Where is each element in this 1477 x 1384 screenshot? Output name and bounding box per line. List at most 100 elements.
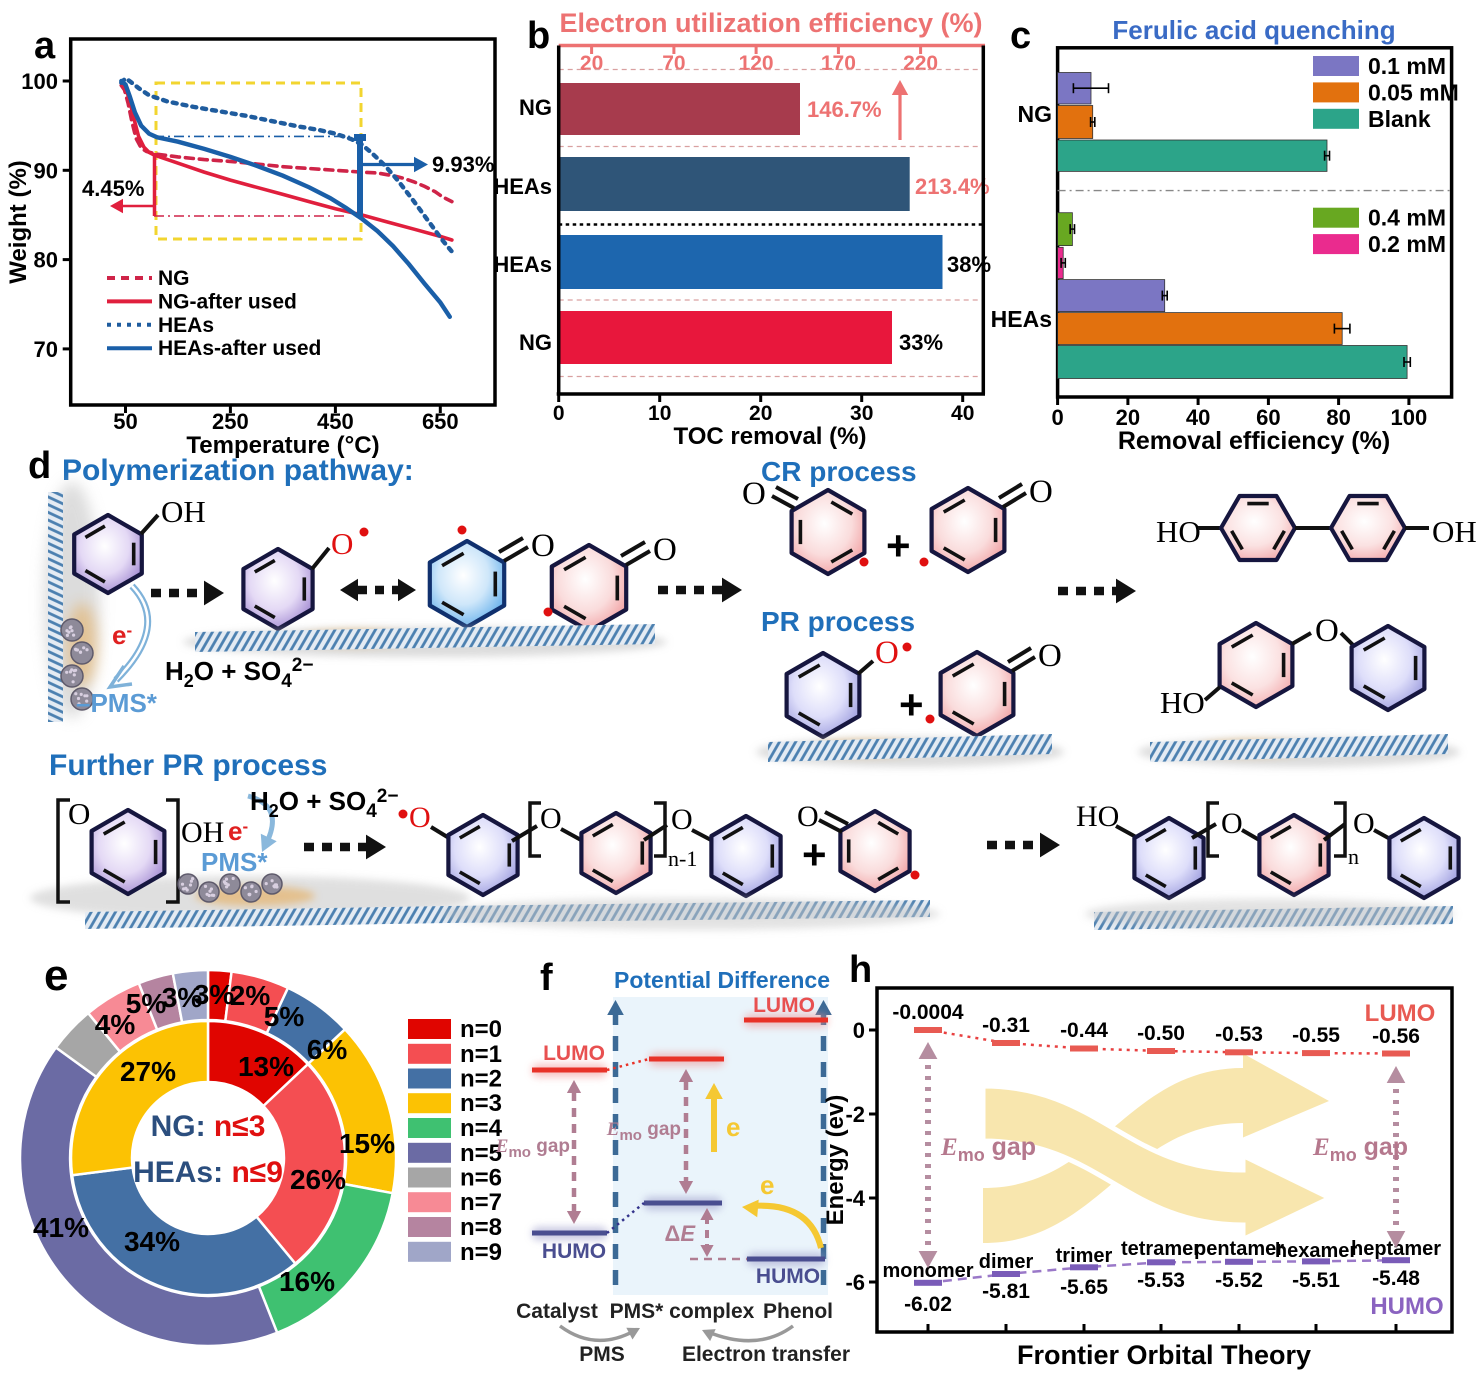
svg-text:-6.02: -6.02: [904, 1293, 952, 1316]
svg-text:n=2: n=2: [460, 1066, 502, 1093]
svg-text:b: b: [527, 15, 550, 57]
svg-text:trimer: trimer: [1056, 1245, 1113, 1267]
svg-text:-0.55: -0.55: [1292, 1024, 1340, 1047]
svg-text:Temperature (°C): Temperature (°C): [186, 432, 379, 459]
svg-text:213.4%: 213.4%: [915, 174, 990, 199]
svg-text:n-1: n-1: [668, 846, 697, 871]
svg-text:HO: HO: [1160, 685, 1205, 720]
svg-text:0: 0: [1051, 405, 1063, 430]
svg-text:90: 90: [34, 158, 58, 183]
svg-text:0.05 mM: 0.05 mM: [1368, 79, 1459, 105]
svg-text:Removal efficiency (%): Removal efficiency (%): [1118, 427, 1390, 455]
svg-text:70: 70: [34, 337, 58, 362]
svg-text:0.4 mM: 0.4 mM: [1368, 205, 1446, 231]
svg-text:+: +: [802, 831, 827, 878]
svg-text:220: 220: [903, 52, 938, 75]
svg-text:-0.53: -0.53: [1215, 1023, 1263, 1046]
svg-text:0: 0: [553, 402, 565, 425]
svg-text:50: 50: [113, 409, 137, 434]
svg-text:40: 40: [951, 402, 974, 425]
svg-text:-5.81: -5.81: [982, 1280, 1030, 1303]
svg-text:HEAs: HEAs: [493, 252, 552, 277]
svg-text:Further PR process: Further PR process: [49, 749, 327, 782]
svg-text:Polymerization pathway:: Polymerization pathway:: [62, 454, 414, 487]
svg-text:O: O: [1038, 638, 1062, 674]
svg-text:n=8: n=8: [460, 1214, 502, 1241]
svg-text:-5.52: -5.52: [1215, 1269, 1263, 1292]
svg-text:41%: 41%: [33, 1212, 89, 1243]
svg-text:Emo gap: Emo gap: [1312, 1133, 1408, 1165]
svg-text:CR process: CR process: [761, 456, 917, 487]
svg-text:d: d: [28, 445, 51, 487]
svg-text:Emo gap: Emo gap: [940, 1133, 1036, 1165]
svg-text:Ferulic acid quenching: Ferulic acid quenching: [1112, 15, 1395, 45]
svg-text:Emo gap: Emo gap: [606, 1119, 681, 1144]
svg-text:-5.51: -5.51: [1292, 1269, 1340, 1292]
svg-text:n=1: n=1: [460, 1041, 502, 1068]
svg-text:NG: NG: [519, 330, 552, 355]
svg-text:Energy (ev): Energy (ev): [822, 1095, 849, 1226]
svg-text:O: O: [1315, 613, 1339, 649]
svg-text:n=6: n=6: [460, 1165, 502, 1192]
svg-text:450: 450: [317, 409, 354, 434]
svg-text:34%: 34%: [124, 1226, 180, 1257]
svg-text:-0.31: -0.31: [982, 1014, 1030, 1037]
svg-text:26%: 26%: [290, 1164, 346, 1195]
svg-text:80: 80: [1326, 405, 1350, 430]
svg-text:HUMO: HUMO: [756, 1265, 820, 1288]
svg-text:16%: 16%: [279, 1266, 335, 1297]
svg-text:heptamer: heptamer: [1351, 1238, 1441, 1260]
svg-text:2%: 2%: [230, 980, 271, 1011]
svg-text:O: O: [540, 802, 562, 835]
svg-text:HEAs: HEAs: [158, 314, 214, 337]
svg-text:Electron transfer: Electron transfer: [682, 1343, 850, 1366]
svg-text:146.7%: 146.7%: [807, 97, 882, 122]
svg-text:Potential Difference: Potential Difference: [614, 967, 830, 993]
svg-text:-0.0004: -0.0004: [892, 1001, 964, 1024]
svg-text:650: 650: [422, 409, 459, 434]
svg-text:15%: 15%: [339, 1128, 395, 1159]
svg-text:n=4: n=4: [460, 1115, 503, 1142]
svg-text:HO: HO: [1156, 514, 1201, 549]
svg-text:33%: 33%: [899, 330, 943, 355]
svg-text:-6: -6: [845, 1270, 865, 1295]
svg-text:0.1 mM: 0.1 mM: [1368, 53, 1446, 79]
svg-text:+: +: [899, 681, 924, 728]
svg-text:n=7: n=7: [460, 1189, 502, 1216]
svg-text:NG: NG: [158, 267, 190, 290]
svg-text:O: O: [531, 528, 555, 564]
svg-text:-2: -2: [845, 1102, 865, 1127]
svg-text:n: n: [1348, 844, 1359, 869]
svg-text:60: 60: [1256, 405, 1280, 430]
svg-text:tetramer: tetramer: [1121, 1238, 1201, 1260]
svg-text:O: O: [1353, 807, 1375, 840]
svg-text:250: 250: [212, 409, 249, 434]
svg-text:4%: 4%: [95, 1009, 136, 1040]
svg-text:30: 30: [850, 402, 873, 425]
svg-text:40: 40: [1186, 405, 1210, 430]
svg-text:monomer: monomer: [882, 1260, 973, 1282]
svg-text:h: h: [849, 949, 872, 991]
svg-text:O: O: [1221, 807, 1243, 840]
svg-text:Weight (%): Weight (%): [5, 160, 32, 284]
svg-text:n=0: n=0: [460, 1016, 502, 1043]
svg-text:O: O: [653, 532, 677, 568]
svg-text:-0.56: -0.56: [1372, 1025, 1420, 1048]
svg-text:e: e: [44, 951, 68, 1000]
svg-text:100: 100: [21, 69, 58, 94]
svg-text:e: e: [726, 1112, 740, 1142]
svg-text:pentamer: pentamer: [1194, 1238, 1284, 1260]
svg-text:HEAs: HEAs: [493, 174, 552, 199]
svg-text:HUMO: HUMO: [542, 1240, 606, 1263]
svg-text:70: 70: [662, 52, 685, 75]
svg-text:NG-after used: NG-after used: [158, 290, 297, 313]
svg-text:O: O: [671, 803, 693, 836]
svg-text:PMS* complex: PMS* complex: [610, 1300, 755, 1323]
svg-text:LUMO: LUMO: [543, 1042, 605, 1065]
svg-text:dimer: dimer: [979, 1251, 1034, 1273]
svg-text:120: 120: [739, 52, 774, 75]
svg-text:-5.48: -5.48: [1372, 1267, 1420, 1290]
svg-text:20: 20: [749, 402, 772, 425]
svg-text:-5.65: -5.65: [1060, 1276, 1108, 1299]
svg-text:Catalyst: Catalyst: [516, 1300, 598, 1323]
